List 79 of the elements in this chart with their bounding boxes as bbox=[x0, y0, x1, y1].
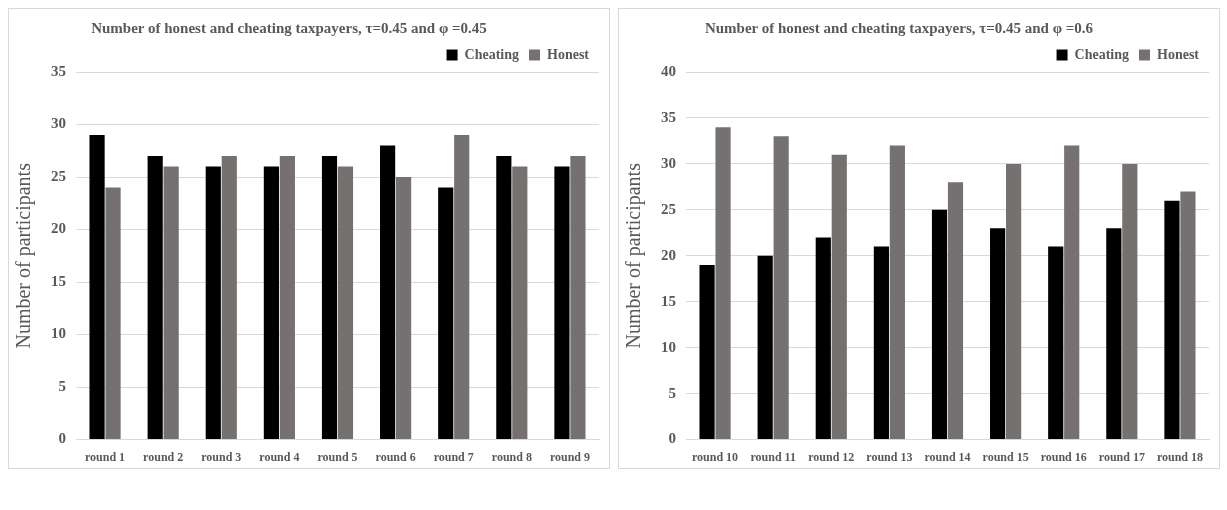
bar bbox=[757, 255, 773, 440]
x-tick-label: round 13 bbox=[866, 449, 913, 464]
legend-label: Honest bbox=[547, 46, 590, 62]
bar bbox=[396, 177, 412, 440]
y-tick-label: 10 bbox=[661, 338, 676, 355]
bar bbox=[1106, 228, 1122, 440]
bar bbox=[1048, 246, 1064, 440]
y-tick-label: 30 bbox=[661, 154, 676, 171]
x-tick-label: round 1 bbox=[84, 449, 126, 464]
y-tick-label: 30 bbox=[51, 115, 66, 132]
x-tick-label: round 2 bbox=[143, 449, 184, 464]
bar bbox=[205, 166, 221, 440]
bar bbox=[454, 135, 470, 440]
y-tick-label: 35 bbox=[51, 62, 66, 79]
y-tick-label: 25 bbox=[51, 167, 66, 184]
bar bbox=[279, 156, 295, 440]
bar bbox=[1006, 163, 1022, 440]
y-tick-label: 0 bbox=[668, 430, 676, 447]
bar bbox=[496, 156, 512, 440]
y-axis-title: Number of participants bbox=[622, 162, 646, 349]
x-tick-label: round 17 bbox=[1098, 449, 1145, 464]
x-tick-label: round 11 bbox=[750, 449, 796, 464]
y-tick-label: 15 bbox=[51, 272, 66, 289]
x-tick-label: round 10 bbox=[691, 449, 739, 464]
bar bbox=[263, 166, 279, 440]
x-tick-label: round 6 bbox=[375, 449, 416, 464]
y-tick-label: 10 bbox=[51, 325, 66, 342]
bar bbox=[947, 182, 964, 440]
chart-title: Number of honest and cheating taxpayers, τ=0.45 and φ =0.6 bbox=[703, 19, 1095, 38]
bar bbox=[337, 166, 354, 440]
legend-label: Cheating bbox=[464, 46, 519, 62]
bar bbox=[815, 237, 831, 440]
x-tick-label: round 3 bbox=[201, 449, 242, 464]
bar bbox=[873, 246, 889, 440]
bar bbox=[147, 156, 163, 440]
x-tick-label: round 8 bbox=[491, 449, 532, 464]
bar bbox=[715, 127, 731, 440]
y-axis-title: Number of participants bbox=[12, 162, 36, 349]
x-tick-label: round 7 bbox=[433, 449, 474, 464]
y-tick-label: 20 bbox=[51, 220, 66, 237]
legend-label: Cheating bbox=[1074, 46, 1129, 62]
bar bbox=[512, 166, 528, 440]
bar bbox=[570, 156, 586, 440]
bar bbox=[89, 135, 105, 440]
bar bbox=[105, 187, 121, 440]
bar bbox=[931, 209, 948, 440]
y-tick-label: 0 bbox=[58, 430, 66, 447]
x-tick-label: round 14 bbox=[924, 449, 971, 464]
bar bbox=[831, 154, 847, 440]
y-tick-label: 25 bbox=[661, 200, 676, 217]
bar bbox=[554, 166, 570, 440]
x-tick-label: round 16 bbox=[1040, 449, 1087, 464]
x-tick-label: round 18 bbox=[1156, 449, 1204, 464]
y-tick-label: 40 bbox=[661, 62, 676, 79]
bar bbox=[699, 264, 715, 440]
x-tick-label: round 4 bbox=[259, 449, 300, 464]
bar bbox=[1164, 200, 1180, 440]
x-tick-label: round 5 bbox=[317, 449, 358, 464]
bar bbox=[1180, 191, 1196, 440]
y-tick-label: 5 bbox=[58, 377, 66, 394]
bar bbox=[321, 156, 338, 440]
bar bbox=[1064, 145, 1080, 440]
x-tick-label: round 9 bbox=[549, 449, 591, 464]
bar bbox=[889, 145, 905, 440]
bar bbox=[163, 166, 179, 440]
y-tick-label: 15 bbox=[661, 292, 676, 309]
bar bbox=[221, 156, 237, 440]
bar bbox=[1122, 163, 1138, 440]
y-tick-label: 35 bbox=[661, 108, 676, 125]
y-tick-label: 20 bbox=[661, 246, 676, 263]
bar bbox=[438, 187, 454, 440]
x-tick-label: round 15 bbox=[982, 449, 1029, 464]
bar bbox=[990, 228, 1006, 440]
legend-label: Honest bbox=[1157, 46, 1200, 62]
bar bbox=[773, 136, 789, 440]
bar bbox=[380, 145, 396, 440]
chart-title: Number of honest and cheating taxpayers, τ=0.45 and φ =0.45 bbox=[90, 19, 488, 38]
x-tick-label: round 12 bbox=[808, 449, 855, 464]
y-tick-label: 5 bbox=[668, 384, 676, 401]
